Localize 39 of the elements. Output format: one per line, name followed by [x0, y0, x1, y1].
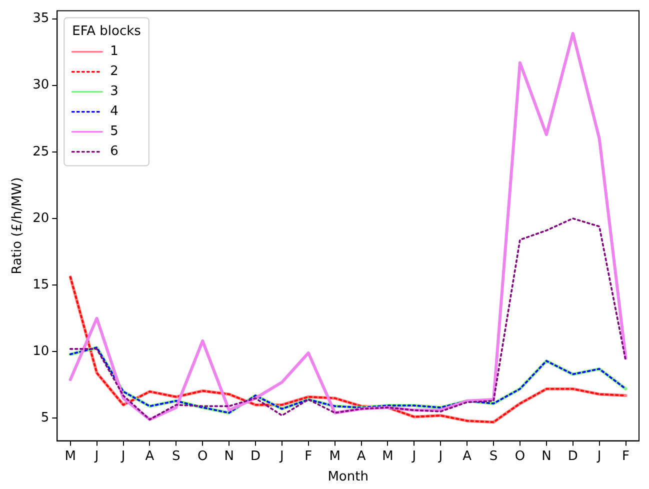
x-tick-label: A — [356, 448, 366, 464]
legend-label: 4 — [110, 104, 118, 120]
y-tick-label: 5 — [40, 410, 50, 426]
x-tick-label: D — [568, 448, 578, 464]
x-tick-label: J — [411, 448, 416, 464]
x-tick-label: M — [382, 448, 394, 464]
x-tick-label: N — [224, 448, 234, 464]
legend-label: 2 — [110, 64, 118, 80]
legend-label: 1 — [110, 44, 118, 60]
x-tick-label: S — [172, 448, 180, 464]
x-tick-label: J — [120, 448, 126, 464]
x-tick-label: O — [197, 448, 208, 464]
x-tick-label: F — [304, 448, 312, 464]
line-series — [69, 218, 627, 420]
y-axis-title: Ratio (£/h/MW) — [10, 177, 26, 274]
y-tick-label: 10 — [32, 344, 50, 359]
x-axis-title: Month — [328, 470, 368, 485]
legend-label: 5 — [110, 124, 118, 140]
legend-label: 3 — [110, 84, 118, 100]
x-tick-label: D — [250, 448, 261, 464]
x-tick-label: M — [64, 448, 76, 464]
x-tick-label: A — [145, 448, 154, 464]
x-tick-label: F — [622, 448, 630, 464]
legend-label: 6 — [110, 144, 118, 160]
y-tick-label: 20 — [32, 210, 50, 226]
x-tick-label: J — [279, 448, 284, 464]
x-tick-label: M — [329, 448, 340, 464]
x-tick-label: J — [94, 448, 99, 464]
y-tick-label: 25 — [32, 144, 50, 160]
y-tick-label: 30 — [32, 78, 50, 93]
x-tick-label: N — [542, 448, 552, 464]
x-tick-label: J — [438, 448, 443, 464]
x-tick-label: J — [596, 448, 602, 464]
y-tick-label: 15 — [32, 277, 50, 292]
x-tick-label: O — [514, 448, 526, 464]
x-tick-label: S — [489, 448, 498, 464]
x-tick-label: A — [462, 448, 472, 464]
y-tick-label: 35 — [32, 11, 50, 26]
legend-title: EFA blocks — [72, 24, 142, 40]
